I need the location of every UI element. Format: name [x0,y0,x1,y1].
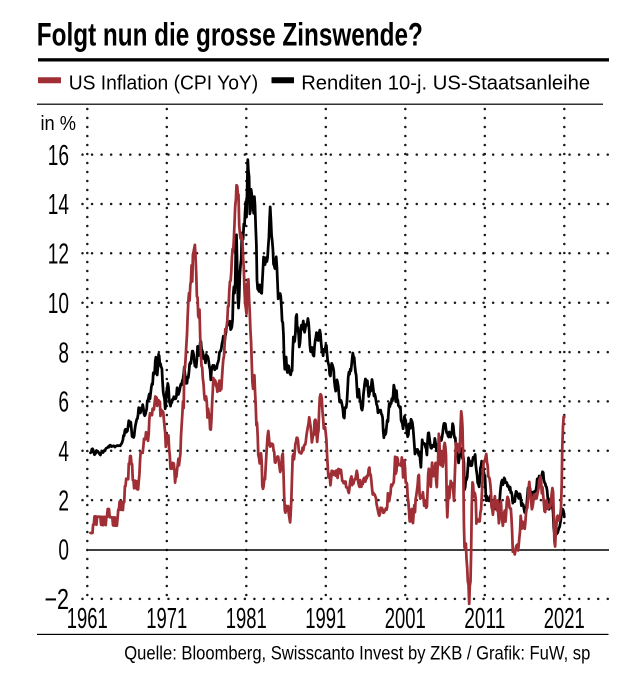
svg-text:2: 2 [58,485,69,517]
svg-text:6: 6 [58,387,69,419]
svg-text:2011: 2011 [464,603,505,635]
svg-text:Folgt nun die grosse Zinswende: Folgt nun die grosse Zinswende? [37,17,423,53]
svg-text:US Inflation (CPI YoY): US Inflation (CPI YoY) [69,72,259,95]
svg-text:14: 14 [48,189,69,221]
svg-text:0: 0 [58,535,69,567]
svg-text:8: 8 [58,337,69,369]
svg-text:2021: 2021 [544,603,585,635]
svg-text:Quelle: Bloomberg, Swisscanto: Quelle: Bloomberg, Swisscanto Invest by … [124,644,590,665]
svg-text:in %: in % [41,113,77,135]
svg-text:Renditen 10-j. US-Staatsanleih: Renditen 10-j. US-Staatsanleihe [301,72,590,95]
svg-text:1961: 1961 [67,603,108,635]
svg-text:2001: 2001 [385,603,426,635]
svg-text:10: 10 [48,288,69,320]
svg-text:−2: −2 [45,584,70,616]
svg-text:12: 12 [48,239,69,271]
svg-text:16: 16 [48,140,69,172]
svg-text:4: 4 [58,436,69,468]
svg-text:1981: 1981 [226,603,267,635]
svg-text:1971: 1971 [146,603,187,635]
svg-text:1991: 1991 [305,603,346,635]
